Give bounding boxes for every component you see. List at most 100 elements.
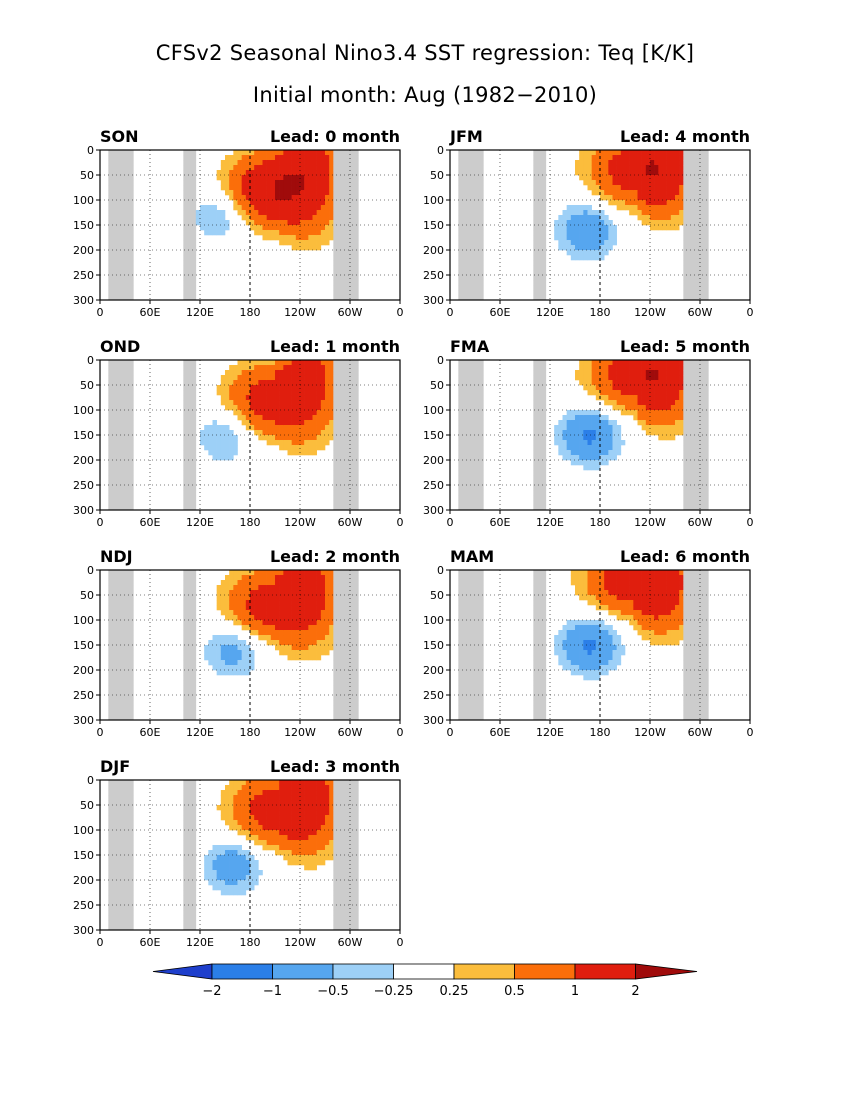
field-cell [354,875,359,881]
field-cell [283,240,288,246]
field-cell [125,570,130,576]
field-cell [233,170,238,176]
field-cell [533,200,538,206]
field-cell [129,630,134,636]
field-cell [683,295,688,301]
field-cell [625,205,630,211]
field-cell [470,205,476,211]
field-cell [333,235,338,241]
field-cell [300,590,305,596]
field-cell [329,830,334,836]
field-cell [108,675,113,681]
field-cell [579,245,584,251]
field-cell [683,230,688,236]
field-cell [475,375,480,381]
field-cell [537,225,542,231]
field-cell [183,880,188,886]
field-cell [116,830,122,836]
field-cell [241,855,247,861]
field-cell [283,435,288,441]
field-cell [187,870,192,876]
field-cell [683,235,688,241]
field-cell [316,160,322,166]
field-cell [295,405,301,411]
field-cell [112,630,117,636]
field-cell [233,440,238,446]
field-cell [262,205,267,211]
y-tick-label: 0 [87,774,94,787]
field-cell [462,195,467,201]
field-cell [245,820,251,826]
field-cell [350,390,355,396]
field-cell [316,575,322,581]
field-cell [112,570,117,576]
field-cell [216,870,222,876]
field-cell [537,195,542,201]
field-cell [466,435,472,441]
field-cell [266,805,272,811]
field-cell [308,845,313,851]
field-cell [183,620,188,626]
field-cell [258,380,263,386]
panel-season-label: FMA [450,337,490,356]
field-cell [575,205,580,211]
field-cell [300,780,305,786]
field-cell [645,170,651,176]
field-cell [287,240,292,246]
field-cell [479,185,484,191]
field-cell [291,410,297,416]
field-cell [350,780,355,786]
field-cell [591,235,597,241]
field-cell [187,155,192,161]
field-cell [270,435,276,441]
field-cell [191,665,197,671]
field-cell [254,830,259,836]
field-cell [537,230,542,236]
field-cell [350,795,355,801]
field-cell [279,170,284,176]
field-cell [350,215,355,221]
field-cell [308,410,313,416]
field-cell [470,400,476,406]
field-cell [287,440,292,446]
field-cell [333,900,338,906]
field-cell [325,785,330,791]
field-cell [120,840,126,846]
field-cell [308,370,313,376]
field-cell [270,375,276,381]
field-cell [129,505,134,511]
field-cell [275,185,280,191]
field-cell [587,170,592,176]
y-tick-label: 100 [423,194,444,207]
field-cell [229,665,234,671]
field-cell [325,600,330,606]
field-cell [275,360,280,366]
field-cell [329,780,334,786]
field-cell [462,275,467,281]
field-cell [670,165,676,171]
field-cell [337,645,342,651]
field-cell [225,795,230,801]
field-cell [291,365,297,371]
field-cell [237,655,242,661]
field-cell [312,820,317,826]
field-cell [266,615,272,621]
field-cell [191,190,197,196]
field-cell [216,215,222,221]
field-cell [116,405,122,411]
field-cell [462,215,467,221]
field-cell [333,825,338,831]
field-cell [275,160,280,166]
field-cell [187,445,192,451]
field-cell [279,820,284,826]
field-cell [241,785,247,791]
field-cell [120,180,126,186]
field-cell [345,690,351,696]
field-cell [466,490,472,496]
field-cell [304,450,309,456]
field-cell [266,195,272,201]
field-cell [125,780,130,786]
field-cell [350,255,355,261]
field-cell [258,415,263,421]
field-cell [270,190,276,196]
